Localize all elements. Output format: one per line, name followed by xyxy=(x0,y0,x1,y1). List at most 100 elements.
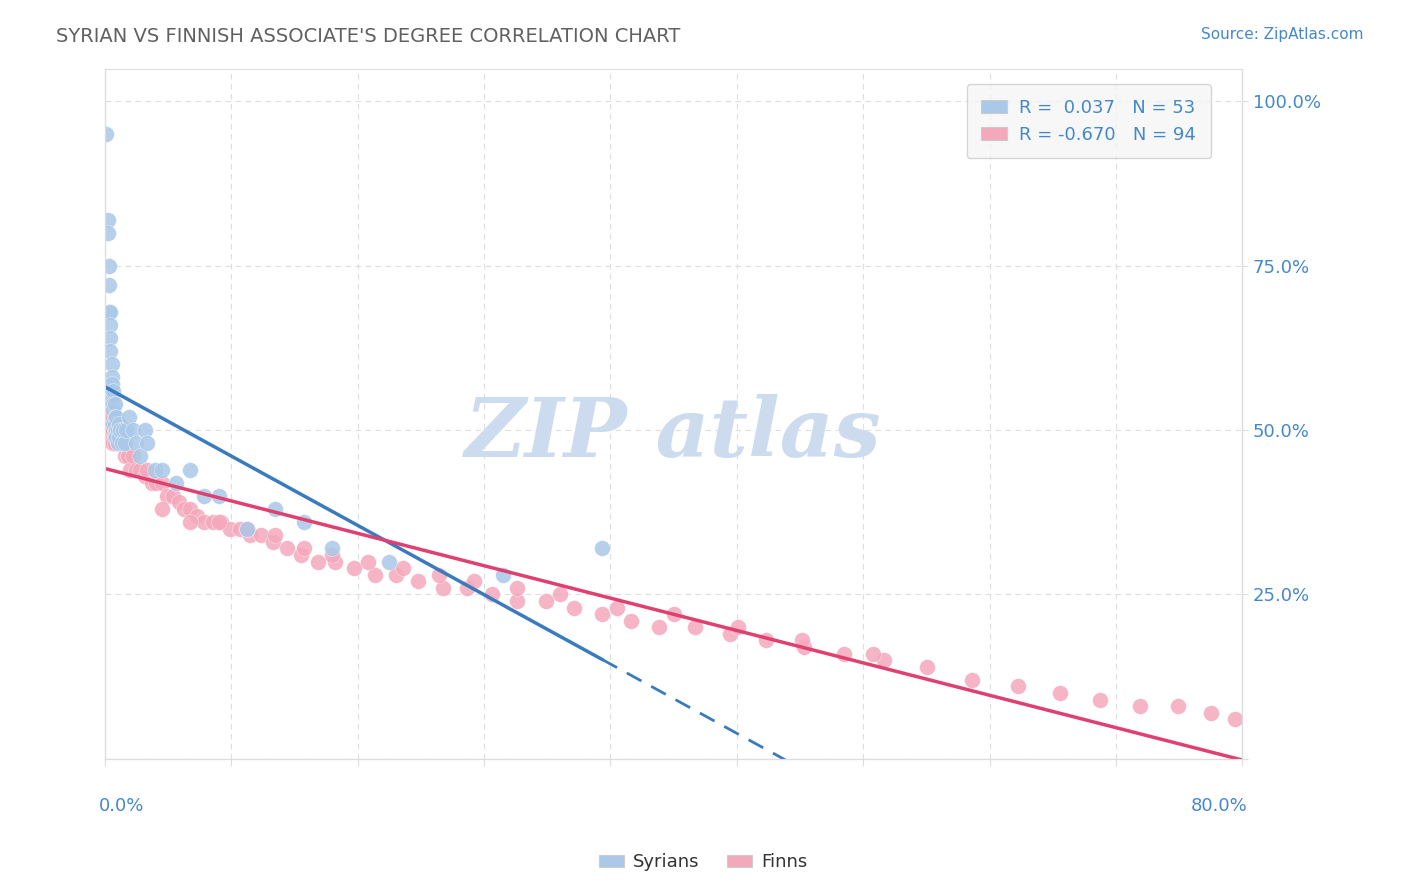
Point xyxy=(236,522,259,536)
Point xyxy=(97,212,120,227)
Point xyxy=(323,555,346,569)
Point xyxy=(229,522,252,536)
Text: 0.0%: 0.0% xyxy=(98,797,145,814)
Point xyxy=(207,489,229,503)
Point xyxy=(125,462,148,476)
Point xyxy=(104,430,127,444)
Point xyxy=(104,409,127,424)
Point xyxy=(1129,699,1152,714)
Point xyxy=(104,436,127,450)
Point xyxy=(548,587,571,601)
Point xyxy=(143,462,166,476)
Point xyxy=(101,370,124,384)
Point xyxy=(456,581,478,595)
Point xyxy=(101,390,124,404)
Point xyxy=(1199,706,1222,720)
Point xyxy=(105,409,128,424)
Point xyxy=(114,450,136,464)
Point xyxy=(167,495,190,509)
Point xyxy=(727,620,749,634)
Point xyxy=(141,475,163,490)
Point xyxy=(129,462,152,476)
Point xyxy=(107,423,129,437)
Text: Source: ZipAtlas.com: Source: ZipAtlas.com xyxy=(1201,27,1364,42)
Point xyxy=(873,653,896,667)
Point xyxy=(591,541,613,556)
Point xyxy=(115,423,138,437)
Point xyxy=(193,515,215,529)
Point xyxy=(150,502,173,516)
Point xyxy=(201,515,224,529)
Point xyxy=(186,508,208,523)
Point xyxy=(1049,686,1071,700)
Point xyxy=(506,594,529,608)
Point xyxy=(290,548,312,562)
Point xyxy=(648,620,671,634)
Point xyxy=(406,574,429,589)
Point xyxy=(755,633,778,648)
Point xyxy=(1007,680,1029,694)
Point xyxy=(101,409,124,424)
Point xyxy=(915,659,938,673)
Point xyxy=(108,430,131,444)
Point xyxy=(292,515,315,529)
Point xyxy=(321,548,343,562)
Point xyxy=(236,522,259,536)
Point xyxy=(101,423,124,437)
Point xyxy=(125,436,148,450)
Point xyxy=(432,581,454,595)
Text: 80.0%: 80.0% xyxy=(1191,797,1249,814)
Point xyxy=(100,318,122,332)
Point xyxy=(98,259,121,273)
Point xyxy=(720,627,742,641)
Point xyxy=(97,226,120,240)
Point xyxy=(1088,692,1111,706)
Point xyxy=(97,397,120,411)
Point xyxy=(960,673,983,687)
Legend: Syrians, Finns: Syrians, Finns xyxy=(592,847,814,879)
Point xyxy=(162,489,184,503)
Point xyxy=(98,278,121,293)
Point xyxy=(96,409,118,424)
Point xyxy=(534,594,557,608)
Point xyxy=(100,430,122,444)
Point xyxy=(136,462,159,476)
Point xyxy=(179,515,201,529)
Point xyxy=(1225,712,1247,726)
Point xyxy=(262,534,284,549)
Point xyxy=(105,430,128,444)
Point xyxy=(103,436,125,450)
Point xyxy=(96,128,118,142)
Point xyxy=(122,450,145,464)
Point xyxy=(114,436,136,450)
Point xyxy=(101,357,124,371)
Point xyxy=(103,403,125,417)
Point xyxy=(112,423,135,437)
Point xyxy=(100,331,122,345)
Point xyxy=(364,567,387,582)
Point xyxy=(392,561,415,575)
Point xyxy=(107,436,129,450)
Point xyxy=(165,475,187,490)
Point xyxy=(97,423,120,437)
Point xyxy=(492,567,515,582)
Point xyxy=(832,647,855,661)
Point xyxy=(108,430,131,444)
Point xyxy=(193,489,215,503)
Point xyxy=(209,515,232,529)
Point xyxy=(264,502,287,516)
Point xyxy=(107,436,129,450)
Point xyxy=(790,633,813,648)
Point xyxy=(98,305,121,319)
Point xyxy=(100,344,122,359)
Point xyxy=(862,647,884,661)
Point xyxy=(110,423,132,437)
Point xyxy=(103,384,125,398)
Point xyxy=(111,436,134,450)
Point xyxy=(98,409,121,424)
Point xyxy=(104,397,127,411)
Point xyxy=(105,423,128,437)
Point xyxy=(100,417,122,431)
Point xyxy=(101,377,124,392)
Point xyxy=(385,567,408,582)
